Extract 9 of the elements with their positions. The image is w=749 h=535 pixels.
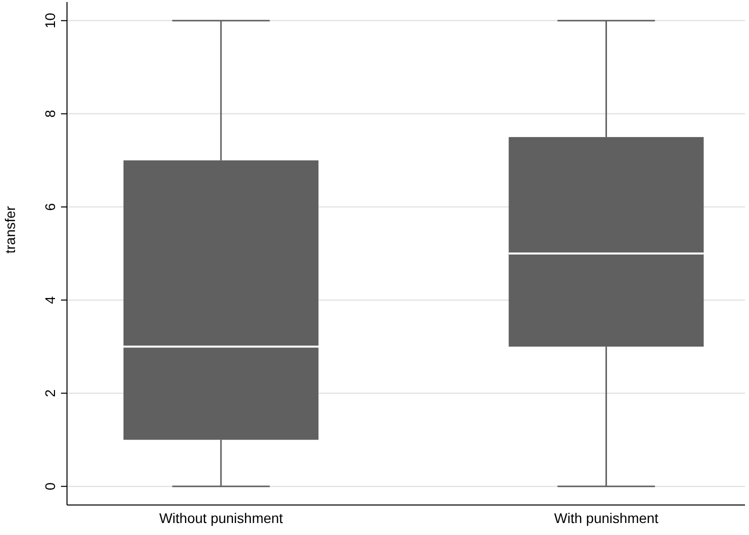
y-tick-label: 8	[42, 110, 58, 118]
y-axis-title: transfer	[2, 206, 18, 254]
y-tick-label: 4	[42, 296, 58, 304]
x-tick-label: With punishment	[554, 510, 659, 526]
y-tick-label: 10	[42, 12, 58, 28]
y-tick-label: 0	[42, 482, 58, 490]
y-tick-label: 6	[42, 202, 58, 211]
x-tick-label: Without punishment	[159, 510, 284, 526]
y-tick-label: 2	[42, 389, 58, 398]
